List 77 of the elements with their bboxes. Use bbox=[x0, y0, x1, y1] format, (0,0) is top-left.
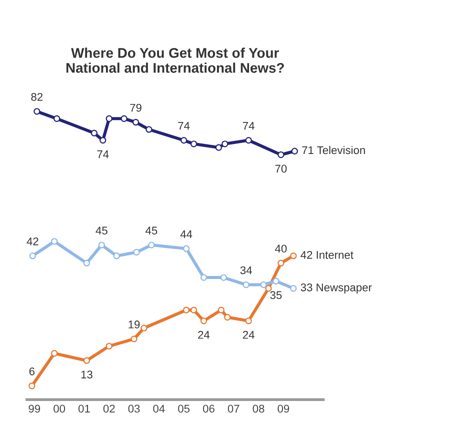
point bbox=[120, 115, 128, 122]
data-label: 24 bbox=[198, 330, 210, 339]
data-label: 45 bbox=[146, 226, 158, 234]
point bbox=[51, 350, 58, 357]
point bbox=[218, 306, 225, 314]
data-label: 40 bbox=[275, 244, 287, 253]
point bbox=[28, 382, 36, 390]
point bbox=[132, 118, 140, 126]
point bbox=[29, 252, 36, 260]
x-tick-label: 03 bbox=[128, 404, 140, 413]
point bbox=[278, 260, 284, 266]
point bbox=[148, 242, 155, 248]
point bbox=[291, 148, 298, 154]
data-label: 42 bbox=[26, 237, 38, 246]
point bbox=[133, 248, 140, 256]
point bbox=[245, 318, 252, 324]
point bbox=[290, 252, 297, 260]
data-label: 45 bbox=[96, 226, 108, 234]
point bbox=[106, 342, 112, 350]
point bbox=[182, 245, 190, 252]
point bbox=[130, 336, 138, 342]
point bbox=[190, 140, 198, 148]
data-label: 74 bbox=[178, 122, 190, 130]
data-label: 74 bbox=[242, 122, 254, 130]
point bbox=[245, 136, 252, 144]
x-tick-label: 09 bbox=[278, 404, 290, 413]
point bbox=[222, 140, 228, 148]
point bbox=[98, 242, 105, 248]
data-label: 24 bbox=[242, 330, 254, 339]
point bbox=[265, 285, 272, 292]
chart-title: Where Do You Get Most of Your National and International News? bbox=[66, 48, 284, 73]
data-label: 35 bbox=[270, 291, 282, 300]
x-tick-label: 02 bbox=[103, 404, 115, 413]
data-label: 6 bbox=[29, 367, 35, 376]
point bbox=[180, 136, 188, 144]
x-tick-label: 07 bbox=[228, 404, 240, 413]
point bbox=[200, 274, 208, 281]
point bbox=[215, 144, 222, 151]
data-label: 82 bbox=[31, 93, 43, 101]
point bbox=[200, 318, 208, 324]
point bbox=[146, 126, 152, 133]
text: 71 Television bbox=[302, 146, 365, 154]
point bbox=[113, 252, 120, 260]
point bbox=[140, 324, 148, 332]
x-tick-label: 08 bbox=[252, 404, 264, 413]
data-label: 19 bbox=[128, 320, 140, 328]
point bbox=[182, 306, 190, 314]
point bbox=[220, 274, 227, 281]
x-tick-label: 06 bbox=[202, 404, 214, 413]
data-label: 74 bbox=[97, 150, 109, 158]
x-tick-label: 05 bbox=[178, 404, 190, 413]
point bbox=[260, 281, 267, 288]
point bbox=[51, 238, 58, 245]
x-tick-label: 99 bbox=[28, 404, 40, 413]
point bbox=[106, 115, 112, 122]
data-label: 13 bbox=[81, 370, 92, 378]
point bbox=[100, 136, 106, 144]
text: 33 Newspaper bbox=[300, 283, 372, 294]
point bbox=[190, 306, 198, 314]
point bbox=[242, 281, 250, 288]
point bbox=[53, 115, 60, 122]
point bbox=[83, 357, 90, 364]
data-label: 44 bbox=[180, 230, 192, 238]
point bbox=[83, 260, 90, 266]
point bbox=[224, 314, 231, 321]
data-label: 34 bbox=[240, 266, 252, 274]
point bbox=[290, 285, 297, 292]
data-label: 79 bbox=[130, 104, 142, 112]
x-tick-label: 01 bbox=[78, 404, 90, 413]
point bbox=[34, 108, 40, 115]
point bbox=[90, 130, 98, 136]
point bbox=[278, 151, 284, 158]
point bbox=[272, 278, 280, 284]
x-tick-label: 04 bbox=[153, 404, 165, 413]
data-label: 70 bbox=[275, 164, 287, 173]
x-tick-label: 00 bbox=[54, 404, 66, 413]
text: 42 Internet bbox=[300, 250, 354, 259]
